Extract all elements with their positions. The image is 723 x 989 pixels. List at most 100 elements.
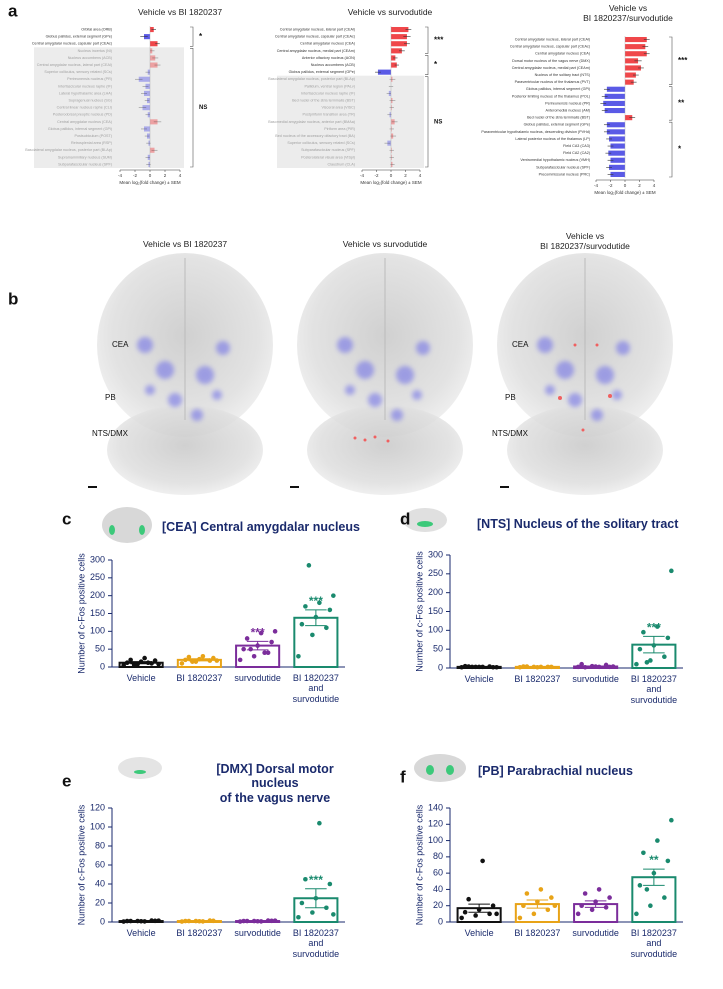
data-point [214, 658, 220, 663]
data-point [241, 918, 246, 924]
region-label: Basolateral amygdalar nucleus, posterior… [25, 148, 112, 152]
y-tick-label: 50 [433, 644, 443, 654]
bar [391, 62, 397, 68]
x-tick-label: 4 [419, 173, 422, 178]
region-label: Pallidum, ventral region (PALv) [304, 84, 355, 88]
data-point [644, 660, 650, 665]
x-tick-label: 4 [653, 183, 656, 188]
brain-map [497, 253, 673, 495]
data-point [607, 664, 612, 670]
data-point [156, 918, 161, 923]
data-point [317, 600, 322, 606]
data-point [258, 630, 264, 636]
map-title: Vehicle vs BI 1820237/survodutide [540, 231, 630, 251]
region-label: Globus pallidus, internal segment (GPi) [48, 127, 112, 131]
group-label: * [678, 145, 682, 154]
data-point [665, 635, 671, 641]
group-bracket [669, 86, 673, 121]
x-tick-label: BI 1820237 and survodutide [630, 674, 678, 705]
region-label: Claustrum (CLA) [328, 162, 355, 166]
data-point [662, 654, 667, 659]
data-point [589, 907, 595, 913]
data-point [142, 655, 147, 661]
group-bracket [425, 55, 429, 75]
data-point [549, 664, 554, 670]
y-tick-label: 60 [95, 859, 105, 869]
y-tick-label: 100 [90, 821, 105, 831]
data-point [303, 876, 308, 882]
x-axis-label: Mean log₂(fold change) ± SEM [360, 180, 421, 185]
data-point [662, 895, 667, 900]
data-point [579, 661, 584, 667]
region-label: Precommissural nucleus (PRC) [539, 172, 590, 176]
chart-title: Vehicle vs survodutide [347, 7, 433, 17]
region-label: Posterodorsal preoptic nucleus (PD) [53, 113, 112, 117]
data-point [459, 664, 464, 670]
data-point [121, 919, 126, 924]
data-point [331, 593, 336, 598]
chart-title: [NTS] Nucleus of the solitary tract [477, 517, 679, 531]
region-label: Superior colliculus, sensory related (SC… [44, 70, 112, 74]
data-point [521, 903, 526, 909]
data-point [183, 918, 188, 924]
data-point [317, 820, 322, 826]
group-bracket [425, 76, 429, 168]
region-label: Subparafascicular nucleus (SPF) [301, 148, 355, 152]
x-tick-label: BI 1820237 and survodutide [292, 928, 340, 959]
region-label: Globus pallidus, external segment (GPe) [524, 123, 590, 127]
data-point [310, 632, 315, 638]
bar [608, 150, 625, 156]
x-axis-label: Mean log₂(fold change) ± SEM [119, 180, 180, 185]
region-label: Superior colliculus, sensory related (SC… [287, 141, 355, 145]
region-label: Paraventricular hypothalamic nucleus, de… [481, 130, 590, 134]
bar [625, 115, 633, 121]
bar [625, 36, 647, 43]
y-tick-label: 300 [90, 554, 105, 564]
region-label: Bed nuclei of the stria terminalis (BST) [527, 116, 590, 120]
region-label: Central amygdalar nucleus, lateral part … [515, 38, 590, 42]
bar [606, 129, 625, 135]
y-tick-label: 300 [428, 549, 443, 559]
x-tick-label: survodutide [234, 928, 281, 938]
data-point [269, 918, 274, 924]
data-point [251, 654, 257, 659]
data-point [641, 629, 646, 635]
region-label: Central amygdalar nucleus, medial part (… [277, 49, 355, 53]
data-point [582, 891, 588, 896]
data-point [669, 568, 674, 574]
group-bracket [190, 26, 194, 47]
x-tick-label: BI 1820237 and survodutide [292, 673, 340, 704]
significance: *** [309, 873, 323, 887]
data-point [466, 896, 471, 902]
group-bracket [425, 26, 429, 54]
data-point [644, 887, 650, 892]
x-tick-label: Vehicle [464, 928, 494, 938]
data-point [244, 636, 250, 641]
data-point [327, 607, 333, 613]
region-label: Interfascicular nucleus raphe (IF) [58, 84, 112, 88]
data-point [179, 661, 185, 666]
bar [625, 58, 639, 64]
x-axis-label: Mean log₂(fold change) ± SEM [594, 190, 655, 195]
data-point [331, 912, 336, 917]
data-point [462, 663, 468, 669]
y-tick-label: 0 [438, 662, 443, 672]
data-point [124, 660, 130, 666]
data-point [200, 654, 206, 659]
data-point [128, 657, 133, 663]
x-tick-label: 2 [638, 183, 641, 188]
region-label: Paraventricular nucleus of the thalamus … [515, 80, 590, 84]
x-tick-label: -4 [360, 173, 364, 178]
y-tick-label: 0 [438, 916, 443, 926]
data-point [517, 664, 523, 670]
y-tick-label: 20 [433, 900, 443, 910]
group-bracket [669, 36, 673, 85]
bar [609, 164, 625, 170]
region-label: Globus pallidus, internal segment (GPi) [526, 87, 590, 91]
y-tick-label: 250 [90, 572, 105, 582]
region-label: Central amygdalar nucleus, capsular part… [510, 45, 590, 49]
x-tick-label: survodutide [572, 928, 619, 938]
y-axis-label: Number of c-Fos positive cells [414, 804, 424, 925]
x-tick-label: 2 [404, 173, 407, 178]
region-label: Orbital area (ORB) [81, 28, 112, 32]
